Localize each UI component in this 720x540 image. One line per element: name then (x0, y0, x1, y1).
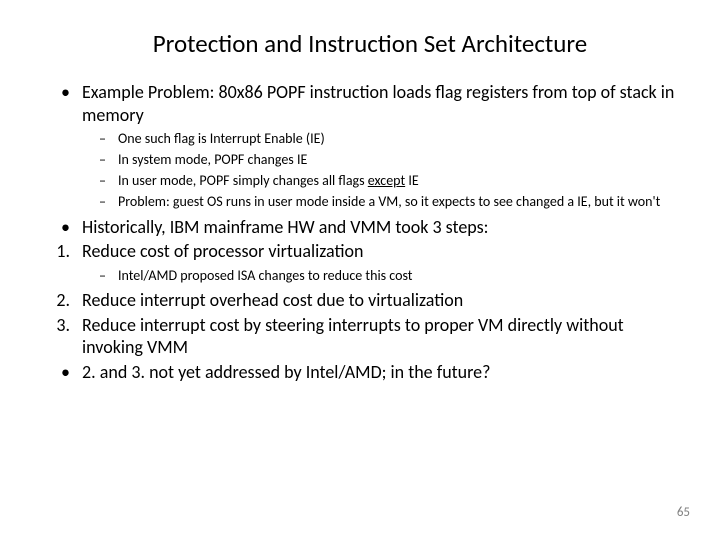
bullet-example-problem: • Example Problem: 80x86 POPF instructio… (40, 81, 680, 126)
bullet-marker: • (40, 361, 82, 384)
bullet-text: Example Problem: 80x86 POPF instruction … (82, 81, 680, 126)
bullet-marker: 3. (40, 314, 82, 337)
text-post: IE (405, 172, 419, 189)
text-pre: In user mode, POPF simply changes all fl… (118, 172, 368, 189)
bullet-text: Reduce cost of processor virtualization (82, 240, 680, 263)
bullet-marker: – (40, 130, 118, 149)
subbullet-intel-amd: – Intel/AMD proposed ISA changes to redu… (40, 267, 680, 286)
bullet-step-1: 1. Reduce cost of processor virtualizati… (40, 240, 680, 263)
bullet-text: Reduce interrupt cost by steering interr… (82, 314, 680, 359)
bullet-marker: – (40, 267, 118, 286)
bullet-step-3: 3. Reduce interrupt cost by steering int… (40, 314, 680, 359)
slide-title: Protection and Instruction Set Architect… (80, 28, 660, 59)
bullet-marker: – (40, 172, 118, 191)
bullet-marker: • (40, 216, 82, 239)
subbullet-system-mode: – In system mode, POPF changes IE (40, 151, 680, 170)
bullet-historically: • Historically, IBM mainframe HW and VMM… (40, 216, 680, 239)
bullet-text: One such flag is Interrupt Enable (IE) (118, 130, 680, 149)
bullet-marker: – (40, 151, 118, 170)
subbullet-ie-flag: – One such flag is Interrupt Enable (IE) (40, 130, 680, 149)
bullet-text: 2. and 3. not yet addressed by Intel/AMD… (82, 361, 680, 384)
bullet-text: Intel/AMD proposed ISA changes to reduce… (118, 267, 680, 286)
bullet-marker: • (40, 81, 82, 104)
bullet-marker: 2. (40, 289, 82, 312)
bullet-text: In system mode, POPF changes IE (118, 151, 680, 170)
bullet-text: Problem: guest OS runs in user mode insi… (118, 193, 680, 212)
bullet-text: In user mode, POPF simply changes all fl… (118, 172, 680, 191)
subbullet-user-mode: – In user mode, POPF simply changes all … (40, 172, 680, 191)
bullet-marker: 1. (40, 240, 82, 263)
bullet-step-2: 2. Reduce interrupt overhead cost due to… (40, 289, 680, 312)
bullet-text: Historically, IBM mainframe HW and VMM t… (82, 216, 680, 239)
slide: Protection and Instruction Set Architect… (0, 0, 720, 540)
subbullet-problem: – Problem: guest OS runs in user mode in… (40, 193, 680, 212)
page-number: 65 (677, 505, 690, 520)
bullet-not-addressed: • 2. and 3. not yet addressed by Intel/A… (40, 361, 680, 384)
bullet-marker: – (40, 193, 118, 212)
text-underlined: except (368, 172, 405, 189)
bullet-text: Reduce interrupt overhead cost due to vi… (82, 289, 680, 312)
